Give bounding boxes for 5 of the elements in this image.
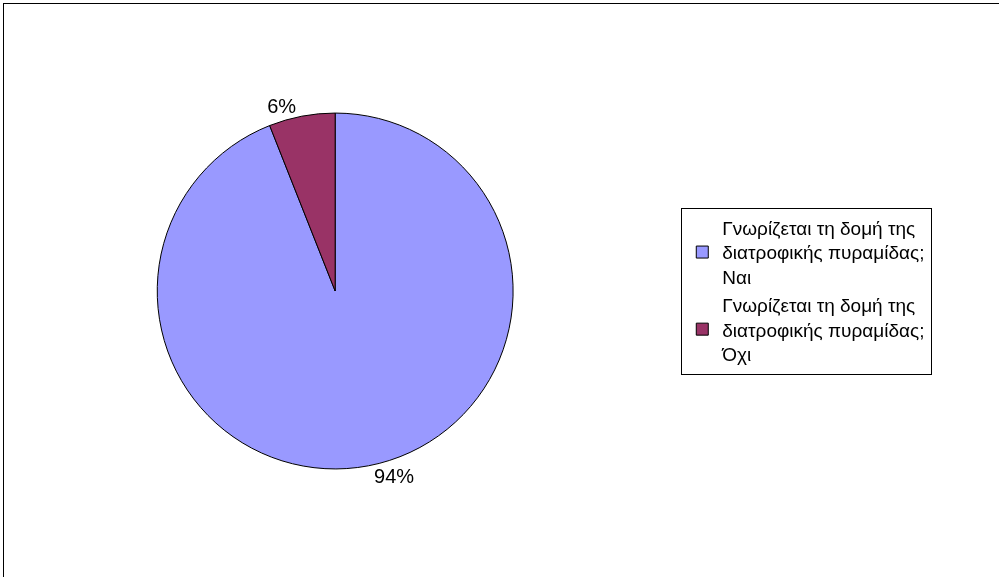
legend-label: Γνωρίζεται τη δομή της διατροφικής πυραμίδας; Όχι — [721, 294, 925, 366]
data-label: 6% — [267, 94, 297, 117]
data-label: 94% — [374, 465, 415, 488]
pie-slice — [156, 112, 514, 470]
legend-label: Γνωρίζεται τη δομή της διατροφικής πυραμίδας; Ναι — [722, 217, 925, 289]
